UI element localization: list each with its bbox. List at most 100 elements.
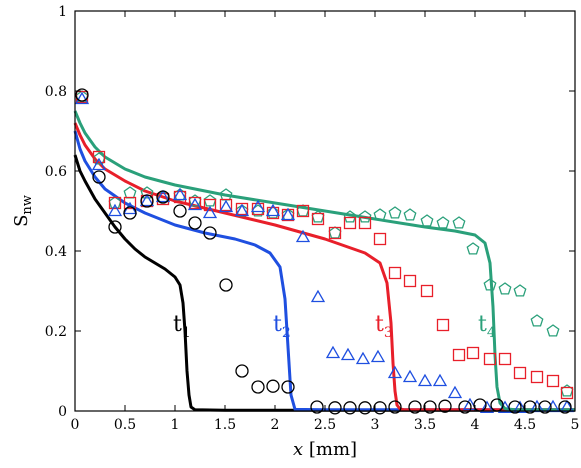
data-point-t1	[538, 400, 552, 414]
data-point-t1	[75, 88, 89, 102]
data-point-t4	[388, 206, 402, 219]
data-point-t4	[328, 226, 342, 239]
data-point-t1	[156, 190, 170, 204]
data-point-t2	[325, 345, 341, 359]
x-axis-variable: x	[293, 439, 303, 460]
data-point-t1	[423, 400, 437, 414]
data-point-t3	[466, 346, 480, 360]
data-point-t1	[281, 380, 295, 394]
x-tick-label: 4	[471, 417, 480, 433]
data-point-t2	[265, 203, 281, 217]
curve-label-main: t	[375, 312, 384, 337]
data-point-t1	[343, 401, 357, 415]
data-point-t1	[328, 401, 342, 415]
data-point-t2	[340, 347, 356, 361]
curve-t3	[73, 122, 575, 412]
x-tick-label: 2.5	[314, 417, 336, 433]
data-point-t4	[483, 278, 497, 291]
data-point-t3	[328, 226, 342, 240]
data-point-t2	[512, 400, 528, 413]
x-tick-label: 4.5	[514, 417, 536, 433]
data-point-t3	[219, 198, 233, 212]
data-point-t3	[343, 216, 357, 230]
data-point-t2	[479, 400, 495, 413]
data-point-t1	[388, 400, 402, 414]
curve-t4	[73, 110, 575, 412]
data-point-t3	[403, 274, 417, 288]
x-tick-label: 3.5	[414, 417, 436, 433]
data-point-t1	[92, 170, 106, 184]
curve-group	[73, 110, 575, 412]
y-axis-sub: nw	[20, 195, 35, 215]
data-point-t2	[187, 197, 203, 211]
curve-label-sub: 3	[384, 325, 393, 341]
data-point-t1	[458, 400, 472, 414]
data-point-t2	[310, 289, 326, 303]
data-point-t3	[420, 284, 434, 298]
data-point-t1	[203, 226, 217, 240]
data-point-t2	[447, 385, 463, 399]
data-point-t4	[373, 208, 387, 221]
data-point-t1	[508, 400, 522, 414]
y-tick-label: 0.4	[45, 244, 67, 260]
data-point-t2	[432, 373, 448, 387]
curve-label-main: t	[273, 312, 282, 337]
curve-label-t4: t4	[478, 312, 496, 341]
data-point-t3	[513, 366, 527, 380]
data-point-t2	[402, 369, 418, 383]
y-axis-main: S	[11, 215, 32, 227]
y-tick-label: 0.8	[45, 84, 67, 100]
data-point-t1	[219, 278, 233, 292]
data-point-t2	[91, 157, 107, 171]
data-point-t1	[266, 379, 280, 393]
x-tick-label: 0.5	[114, 417, 136, 433]
data-point-t4	[466, 242, 480, 255]
data-point-t4	[75, 90, 89, 103]
data-point-t2	[250, 199, 266, 213]
data-point-t2	[172, 187, 188, 201]
data-point-t3	[92, 150, 106, 164]
y-axis-label: Snw	[11, 195, 35, 227]
data-point-t2	[417, 373, 433, 387]
data-point-t1	[408, 400, 422, 414]
curve-label-sub: 2	[282, 325, 291, 341]
data-point-t1	[173, 204, 187, 218]
data-point-t1	[108, 220, 122, 234]
data-point-t3	[188, 196, 202, 210]
data-point-t4	[498, 282, 512, 295]
data-point-t3	[266, 206, 280, 220]
data-point-t4	[188, 194, 202, 207]
x-tick-label: 0	[71, 417, 80, 433]
curve-label-main: t	[173, 312, 182, 337]
data-point-t1	[358, 401, 372, 415]
data-point-t3	[530, 370, 544, 384]
data-point-t3	[388, 266, 402, 280]
curve-label-t2: t2	[273, 312, 291, 341]
tick-group: 0 0.5 1 1.5 2 2.5 3 3.5 4 4.5 5 0 0.2 0.4 0.6 0.8 1	[45, 4, 580, 433]
data-point-t3	[373, 232, 387, 246]
data-point-t4	[140, 186, 154, 199]
data-point-t3	[123, 196, 137, 210]
data-point-t3	[436, 318, 450, 332]
curve-label-sub: 4	[487, 325, 496, 341]
data-point-t1	[235, 364, 249, 378]
data-point-t1	[310, 400, 324, 414]
x-tick-label: 5	[571, 417, 580, 433]
curve-label-t1: t1	[173, 312, 191, 341]
y-tick-label: 1	[58, 4, 67, 20]
data-point-t4	[123, 186, 137, 199]
data-point-t4	[358, 210, 372, 223]
data-point-t4	[530, 314, 544, 327]
data-point-t2	[370, 349, 386, 363]
data-point-t1	[188, 216, 202, 230]
curve-label-t3: t3	[375, 312, 393, 341]
x-tick-label: 1.5	[214, 417, 236, 433]
data-point-t1	[523, 400, 537, 414]
data-point-t3	[452, 348, 466, 362]
x-tick-label: 2	[271, 417, 280, 433]
curve-label-group: t1 t2 t3 t4	[173, 312, 496, 341]
data-point-t3	[203, 198, 217, 212]
x-axis-label: x [mm]	[293, 439, 357, 460]
data-point-t4	[403, 208, 417, 221]
